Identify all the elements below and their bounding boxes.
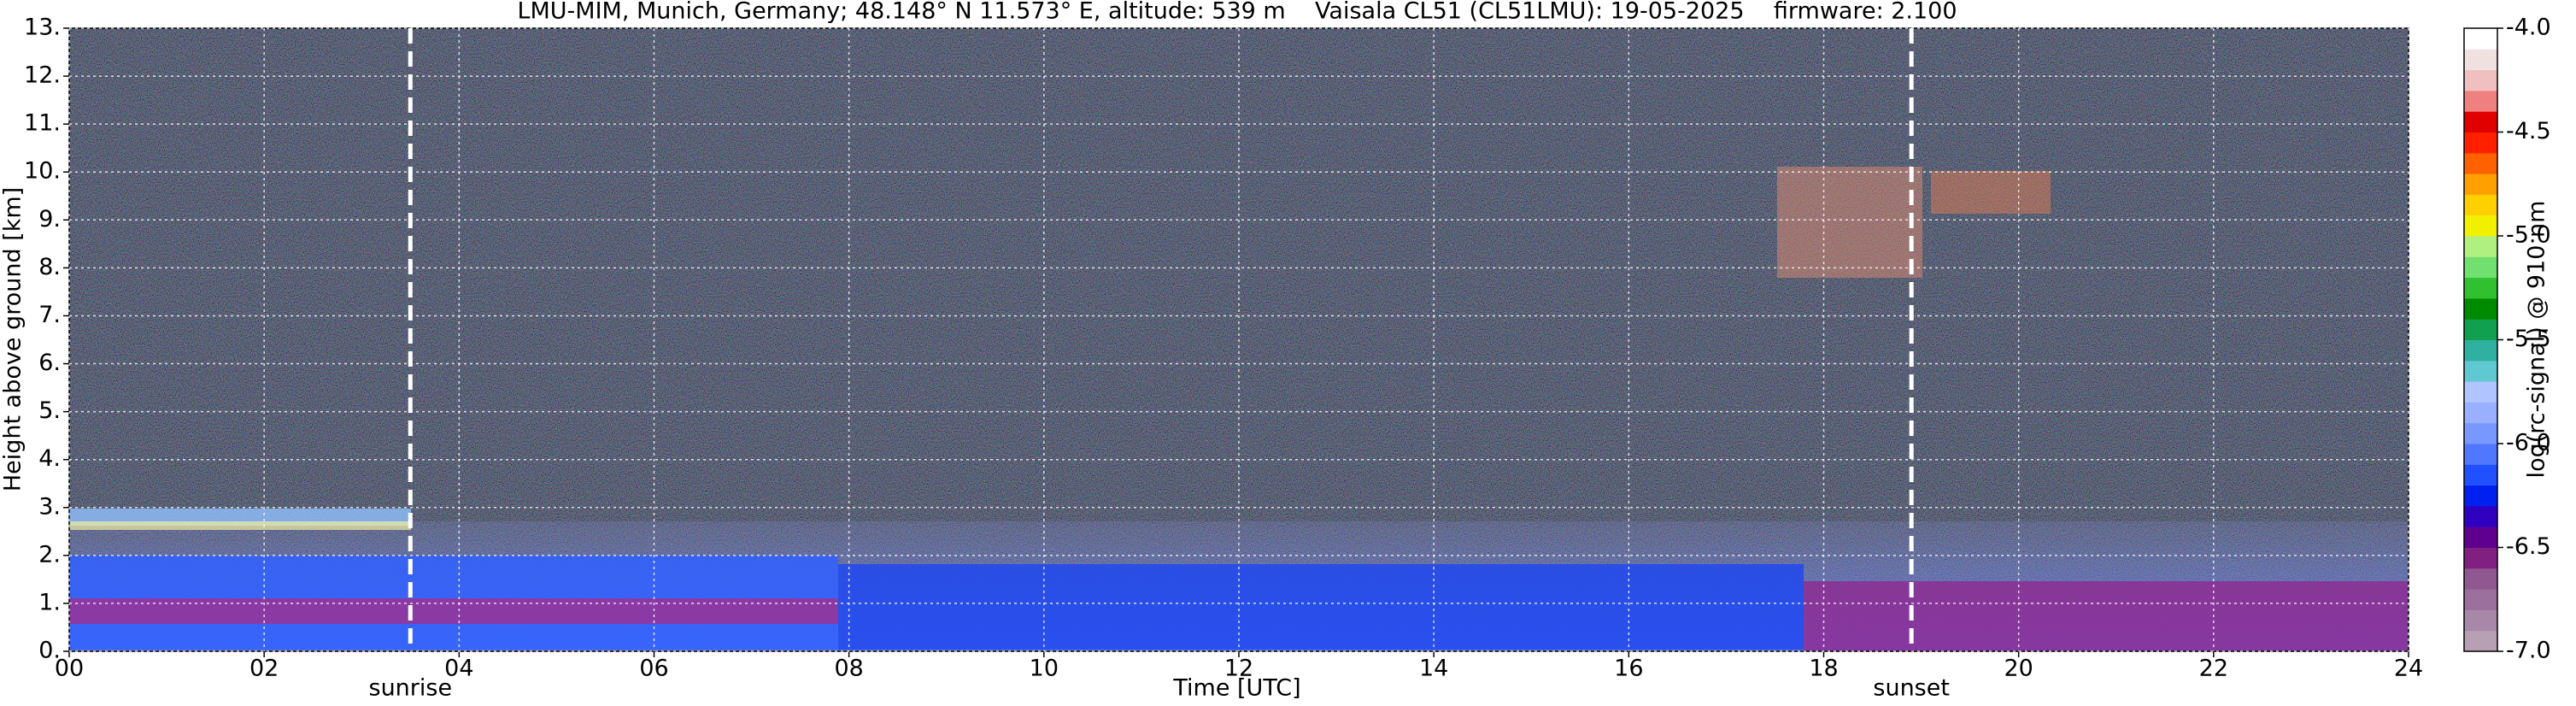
y-tick-label: 2. (38, 541, 61, 568)
colorbar-swatch (2464, 381, 2497, 403)
colorbar-tick-label: -7.0 (2506, 638, 2551, 664)
colorbar-swatch (2464, 609, 2497, 632)
x-tick-label: 20 (2004, 656, 2033, 682)
colorbar-swatch (2464, 215, 2497, 237)
y-tick-label: 12. (24, 62, 61, 89)
colorbar-tick-label: -5.0 (2506, 222, 2551, 249)
y-tick-label: 13. (24, 15, 61, 41)
colorbar-label: log(rc-signal) @ 910 nm (2524, 201, 2550, 479)
colorbar-tick-label: -4.5 (2506, 118, 2551, 144)
colorbar-swatch (2464, 236, 2497, 257)
annotation-label: sunrise (369, 675, 453, 702)
colorbar-swatch (2464, 90, 2497, 112)
y-tick-label: 4. (38, 445, 61, 472)
boundary-layer (838, 564, 1804, 650)
colorbar-swatch (2464, 527, 2497, 548)
x-tick-label: 00 (55, 656, 84, 682)
y-tick-label: 3. (38, 493, 61, 520)
colorbar-tick-label: -4.0 (2506, 15, 2551, 41)
colorbar-swatch (2464, 277, 2497, 299)
y-tick-label: 6. (38, 350, 61, 376)
colorbar-tick-label: -6.5 (2506, 533, 2551, 560)
x-tick-label: 22 (2199, 656, 2228, 682)
colorbar-swatch (2464, 568, 2497, 590)
colorbar-swatch (2464, 485, 2497, 507)
x-tick-label: 10 (1030, 656, 1059, 682)
x-tick-label: 04 (444, 656, 473, 682)
colorbar-swatch (2464, 319, 2497, 340)
colorbar-swatch (2464, 174, 2497, 195)
x-tick-label: 02 (249, 656, 279, 682)
y-tick-label: 10. (24, 158, 61, 185)
x-tick-label: 12 (1224, 656, 1253, 682)
x-tick-label: 14 (1419, 656, 1448, 682)
colorbar-swatch (2464, 194, 2497, 216)
colorbar-swatch (2464, 422, 2497, 444)
boundary-layer (1804, 581, 2409, 651)
colorbar-swatch (2464, 505, 2497, 527)
colorbar-swatch (2464, 256, 2497, 279)
cirrus-layer (1931, 171, 2051, 214)
colorbar-swatch (2464, 464, 2497, 486)
y-tick-label: 9. (38, 206, 61, 232)
x-axis-label: Time [UTC] (1172, 675, 1300, 702)
y-tick-label: 0. (38, 638, 61, 664)
colorbar-swatch (2464, 339, 2497, 362)
cloud-layer (69, 521, 411, 530)
colorbar-swatch (2464, 444, 2497, 465)
colorbar-swatch (2464, 589, 2497, 610)
y-tick-label: 11. (24, 110, 61, 137)
y-tick-label: 8. (38, 254, 61, 280)
chart-title: LMU-MIM, Munich, Germany; 48.148° N 11.5… (517, 0, 1957, 25)
x-tick-label: 18 (1809, 656, 1838, 682)
colorbar-swatch (2464, 152, 2497, 174)
annotation-label: sunset (1873, 675, 1950, 702)
y-tick-label: 1. (38, 589, 61, 615)
x-tick-label: 24 (2394, 656, 2423, 682)
boundary-layer (69, 598, 838, 624)
colorbar-tick-label: -5.5 (2506, 326, 2551, 352)
colorbar-swatch (2464, 28, 2497, 50)
x-tick-label: 08 (834, 656, 863, 682)
colorbar-swatch (2464, 69, 2497, 91)
colorbar-swatch (2464, 630, 2497, 652)
y-tick-label: 5. (38, 397, 61, 424)
y-tick-label: 7. (38, 302, 61, 328)
colorbar-swatch (2464, 402, 2497, 424)
colorbar-swatch (2464, 132, 2497, 154)
colorbar-swatch (2464, 111, 2497, 132)
cirrus-layer (1777, 167, 1922, 278)
colorbar-swatch (2464, 49, 2497, 71)
colorbar-swatch (2464, 297, 2497, 320)
colorbar-swatch (2464, 360, 2497, 382)
colorbar-swatch (2464, 547, 2497, 569)
y-axis-label: Height above ground [km] (0, 187, 26, 491)
colorbar-tick-label: -6.0 (2506, 430, 2551, 456)
x-tick-label: 06 (639, 656, 668, 682)
x-tick-label: 16 (1614, 656, 1643, 682)
